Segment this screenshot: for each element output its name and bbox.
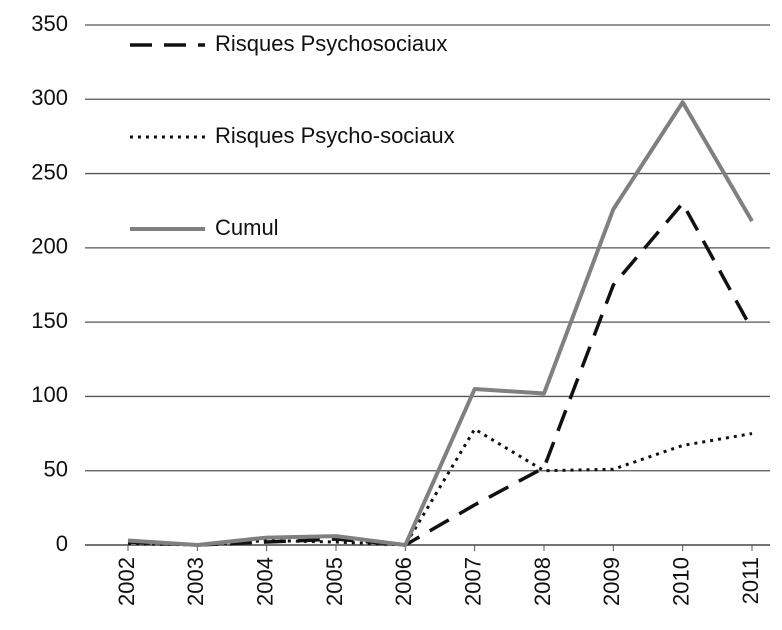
y-tick-label: 200 <box>31 234 68 259</box>
y-tick-label: 50 <box>44 457 68 482</box>
x-tick-label: 2009 <box>599 557 624 606</box>
y-tick-label: 0 <box>56 531 68 556</box>
series-line <box>127 427 753 547</box>
x-tick-label: 2010 <box>668 557 693 606</box>
x-tick-label: 2003 <box>183 557 208 606</box>
y-tick-label: 100 <box>31 382 68 407</box>
x-tick-label: 2008 <box>530 557 555 606</box>
legend-label: Risques Psycho-sociaux <box>215 123 455 148</box>
x-tick-label: 2002 <box>114 557 139 606</box>
legend-label: Risques Psychosociaux <box>215 31 447 56</box>
y-tick-label: 150 <box>31 308 68 333</box>
y-tick-label: 300 <box>31 85 68 110</box>
series-line <box>127 100 754 547</box>
x-tick-label: 2005 <box>322 557 347 606</box>
legend-label: Cumul <box>215 215 279 240</box>
x-tick-label: 2006 <box>391 557 416 606</box>
x-tick-label: 2011 <box>738 557 763 604</box>
series-line <box>127 201 754 547</box>
y-tick-label: 250 <box>31 159 68 184</box>
y-tick-label: 350 <box>31 11 68 36</box>
x-tick-label: 2007 <box>460 557 485 606</box>
x-tick-label: 2004 <box>252 557 277 606</box>
